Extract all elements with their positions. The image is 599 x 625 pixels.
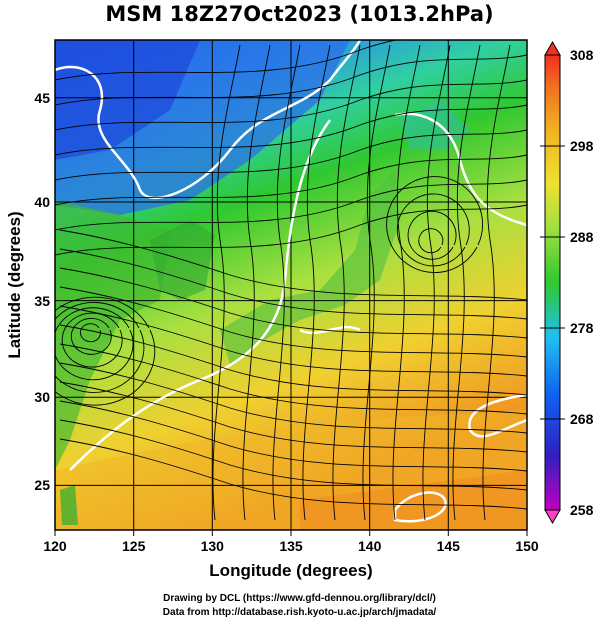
x-tick-145: 145 <box>437 538 461 554</box>
streamline <box>272 44 301 521</box>
y-tick-30: 30 <box>34 389 50 405</box>
colorbar-label-258: 258 <box>570 502 594 518</box>
streamline <box>418 228 444 254</box>
colorbar-top-arrow <box>544 40 561 56</box>
colorbar-label-288: 288 <box>570 229 594 245</box>
land-hokkaido <box>400 100 470 150</box>
x-tick-150: 150 <box>515 538 539 554</box>
streamline <box>59 248 527 320</box>
streamline <box>422 44 451 521</box>
credit-drawing: Drawing by DCL (https://www.gfd-dennou.o… <box>163 593 436 604</box>
colorbar-label-278: 278 <box>570 320 594 336</box>
colorbar-gradient <box>544 54 561 511</box>
credits: Drawing by DCL (https://www.gfd-dennou.o… <box>0 592 599 620</box>
streamline <box>242 44 271 521</box>
x-axis-label: Longitude (degrees) <box>209 561 372 580</box>
land-japan <box>220 170 400 365</box>
credit-data: Data from http://database.rish.kyoto-u.a… <box>162 607 437 618</box>
streamline <box>407 210 457 260</box>
cold-air-core <box>55 40 200 160</box>
y-tick-35: 35 <box>34 293 50 309</box>
map-figure: 120 125 130 135 140 145 150 45 40 35 30 … <box>5 39 594 580</box>
x-tick-120: 120 <box>43 538 67 554</box>
streamline <box>59 400 527 472</box>
y-axis-label: Latitude (degrees) <box>5 211 24 358</box>
land-china <box>55 200 170 470</box>
wind-streamlines <box>55 40 527 521</box>
streamline <box>302 44 331 521</box>
streamline <box>55 154 527 206</box>
streamline <box>55 179 527 231</box>
streamline <box>482 44 511 521</box>
streamline <box>59 324 527 396</box>
streamline <box>386 176 483 273</box>
streamline <box>55 40 399 81</box>
streamline <box>55 79 527 131</box>
streamline <box>452 44 481 521</box>
chart-title: MSM 18Z27Oct2023 (1013.2hPa) <box>105 2 494 26</box>
streamline <box>55 302 145 393</box>
colorbar-label-298: 298 <box>570 138 594 154</box>
streamline <box>80 323 101 343</box>
streamline <box>55 296 156 406</box>
streamline <box>59 419 527 491</box>
streamline <box>362 44 391 521</box>
streamline <box>55 54 527 106</box>
grid <box>55 40 527 530</box>
streamline <box>396 193 470 267</box>
colorbar-label-268: 268 <box>570 411 594 427</box>
colorbar: 308 298 288 278 268 258 <box>540 40 594 525</box>
streamline <box>59 438 527 510</box>
x-tick-125: 125 <box>122 538 146 554</box>
y-tick-25: 25 <box>34 477 50 493</box>
streamline <box>55 204 527 256</box>
temperature-contours <box>55 40 527 523</box>
colorbar-label-308: 308 <box>570 47 594 63</box>
streamline <box>212 44 241 521</box>
y-axis-ticks: 45 40 35 30 25 <box>34 90 50 493</box>
x-tick-135: 135 <box>279 538 303 554</box>
y-tick-45: 45 <box>34 90 50 106</box>
streamline <box>55 307 134 381</box>
x-tick-140: 140 <box>358 538 382 554</box>
streamline <box>59 343 527 415</box>
x-tick-130: 130 <box>201 538 225 554</box>
streamline <box>59 381 527 453</box>
streamline <box>59 229 527 301</box>
streamline <box>332 44 361 521</box>
streamline <box>392 44 421 521</box>
x-axis-ticks: 120 125 130 135 140 145 150 <box>43 530 539 554</box>
streamline <box>70 317 112 355</box>
y-tick-40: 40 <box>34 194 50 210</box>
streamline <box>59 286 527 358</box>
streamline <box>61 312 123 368</box>
land-taiwan <box>60 485 78 525</box>
colorbar-bottom-arrow <box>544 509 561 525</box>
streamline <box>59 267 527 339</box>
streamline <box>55 129 527 181</box>
